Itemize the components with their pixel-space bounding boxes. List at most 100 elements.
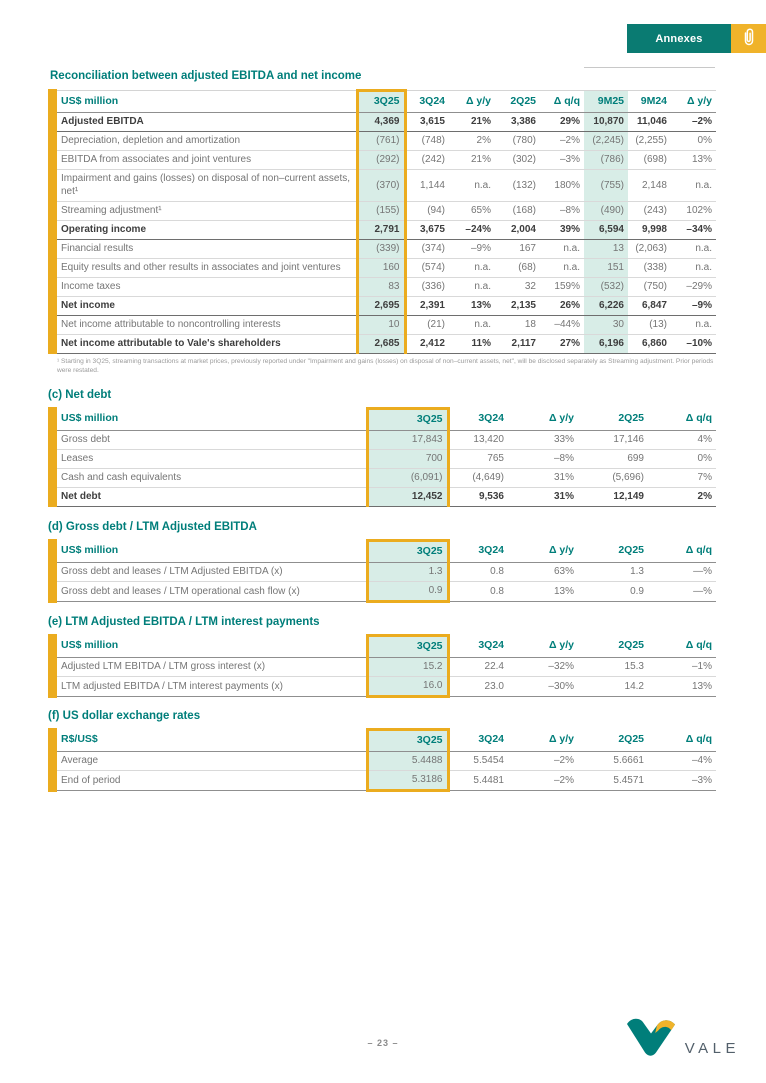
row-label: Cash and cash equivalents bbox=[57, 468, 367, 488]
cell-value: 39% bbox=[540, 219, 584, 240]
cell-value: 15.2 bbox=[365, 657, 450, 677]
cell-value: (755) bbox=[584, 169, 628, 202]
header-row: R$/US$ 3Q25 3Q24 Δ y/y 2Q25 Δ q/q bbox=[57, 728, 716, 752]
row-label: LTM adjusted EBITDA / LTM interest payme… bbox=[57, 676, 367, 697]
cell-value: 2,004 bbox=[495, 219, 540, 240]
cell-value: 11% bbox=[449, 333, 495, 354]
cell-value: 23.0 bbox=[448, 676, 508, 697]
table-row: EBITDA from associates and joint venture… bbox=[57, 150, 716, 170]
unit-header: US$ million bbox=[57, 408, 367, 431]
cell-value: 26% bbox=[540, 295, 584, 316]
row-label: Operating income bbox=[57, 219, 357, 240]
table-row: Gross debt 17,843 13,420 33% 17,146 4% bbox=[57, 430, 716, 450]
column-header: Δ y/y bbox=[508, 729, 578, 752]
row-label: Leases bbox=[57, 449, 367, 469]
header-row: US$ million 3Q25 3Q24 Δ y/y 2Q25 Δ q/q bbox=[57, 407, 716, 431]
cell-value: –24% bbox=[449, 219, 495, 240]
column-header: 2Q25 bbox=[578, 408, 648, 431]
cell-value: (94) bbox=[405, 201, 449, 221]
column-header: Δ q/q bbox=[540, 90, 584, 113]
header-row: US$ million 3Q25 3Q24 Δ y/y 2Q25 Δ q/q 9M25 9M2… bbox=[57, 89, 716, 113]
cell-value: –9% bbox=[449, 239, 495, 259]
cell-value: 0.9 bbox=[578, 581, 648, 602]
cell-value: 6,847 bbox=[628, 295, 671, 316]
cell-value: 14.2 bbox=[578, 676, 648, 697]
reconciliation-table: US$ million 3Q25 3Q24 Δ y/y 2Q25 Δ q/q 9M25 9M2… bbox=[48, 67, 716, 354]
cell-value: 6,594 bbox=[584, 219, 628, 240]
cell-value: (4,649) bbox=[448, 468, 508, 488]
ltm-interest-table: US$ million 3Q25 3Q24 Δ y/y 2Q25 Δ q/q Adjuste… bbox=[48, 634, 716, 698]
cell-value: –29% bbox=[671, 277, 716, 297]
cell-value: 3,675 bbox=[405, 219, 449, 240]
column-header: 2Q25 bbox=[578, 729, 648, 752]
column-header: Δ q/q bbox=[648, 408, 716, 431]
cell-value: 6,196 bbox=[584, 333, 628, 354]
cell-value: (6,091) bbox=[365, 468, 450, 488]
paperclip-icon bbox=[742, 27, 756, 51]
header-row: US$ million 3Q25 3Q24 Δ y/y 2Q25 Δ q/q bbox=[57, 634, 716, 658]
cell-value: 13% bbox=[671, 150, 716, 170]
cell-value: 102% bbox=[671, 201, 716, 221]
cell-value: –9% bbox=[671, 295, 716, 316]
cell-value: (5,696) bbox=[578, 468, 648, 488]
vale-logo-icon bbox=[625, 1016, 677, 1062]
table-row: Financial results (339) (374) –9% 167 n.a. 13(… bbox=[57, 239, 716, 259]
column-header: Δ y/y bbox=[671, 90, 716, 113]
cell-value: –10% bbox=[671, 333, 716, 354]
data-table: US$ million 3Q25 3Q24 Δ y/y 2Q25 Δ q/q Gross d… bbox=[57, 539, 716, 603]
cell-value: 29% bbox=[540, 111, 584, 132]
cell-value: –2% bbox=[508, 770, 578, 791]
row-label: Gross debt and leases / LTM Adjusted EBI… bbox=[57, 562, 367, 582]
cell-value: 2,695 bbox=[355, 295, 407, 316]
cell-value: 13% bbox=[508, 581, 578, 602]
section-heading-fx-rates: (f) US dollar exchange rates bbox=[48, 710, 201, 722]
cell-value: (339) bbox=[355, 239, 407, 259]
table-row: End of period 5.3186 5.4481 –2% 5.4571 –3% bbox=[57, 770, 716, 792]
cell-value: 2,117 bbox=[495, 333, 540, 354]
row-label: Equity results and other results in asso… bbox=[57, 258, 357, 278]
unit-header: US$ million bbox=[57, 540, 367, 563]
table-footnote: ¹ Starting in 3Q25, streaming transactio… bbox=[57, 358, 714, 374]
cell-value: 12,149 bbox=[578, 486, 648, 507]
cell-value: 6,860 bbox=[628, 333, 671, 354]
cell-value: 27% bbox=[540, 333, 584, 354]
cell-value: 3,386 bbox=[495, 111, 540, 132]
cell-value: (13) bbox=[628, 315, 671, 335]
cell-value: (2,255) bbox=[628, 131, 671, 151]
cell-value: 0.8 bbox=[448, 581, 508, 602]
page-title: Reconciliation between adjusted EBITDA a… bbox=[50, 70, 362, 82]
cell-value: (302) bbox=[495, 150, 540, 170]
table-row: Net debt 12,452 9,536 31% 12,149 2% bbox=[57, 486, 716, 507]
row-label: Net income attributable to noncontrollin… bbox=[57, 315, 357, 335]
row-label: Adjusted EBITDA bbox=[57, 111, 357, 132]
table-row: Operating income 2,791 3,675 –24% 2,004 39% 6,… bbox=[57, 219, 716, 240]
cell-value: 765 bbox=[448, 449, 508, 469]
table-row: Adjusted LTM EBITDA / LTM gross interest… bbox=[57, 657, 716, 677]
cell-value: 13% bbox=[648, 676, 716, 697]
cell-value: –30% bbox=[508, 676, 578, 697]
cell-value: 16.0 bbox=[365, 676, 450, 698]
column-header: 3Q25 bbox=[355, 89, 407, 113]
annexes-button[interactable]: Annexes bbox=[627, 24, 731, 53]
row-label: Streaming adjustment¹ bbox=[57, 201, 357, 221]
cell-value: 0.9 bbox=[365, 581, 450, 603]
cell-value: 65% bbox=[449, 201, 495, 221]
row-label: Depreciation, depletion and amortization bbox=[57, 131, 357, 151]
cell-value: (21) bbox=[405, 315, 449, 335]
cell-value: 31% bbox=[508, 468, 578, 488]
cell-value: 2% bbox=[449, 131, 495, 151]
cell-value: –34% bbox=[671, 219, 716, 240]
unit-header: US$ million bbox=[57, 90, 357, 113]
table-row: Gross debt and leases / LTM operational … bbox=[57, 581, 716, 603]
cell-value: 7% bbox=[648, 468, 716, 488]
paperclip-button[interactable] bbox=[731, 24, 766, 53]
cell-value: 151 bbox=[584, 258, 628, 278]
section-heading-ltm-interest: (e) LTM Adjusted EBITDA / LTM interest p… bbox=[48, 616, 320, 628]
cell-value: 2,148 bbox=[628, 169, 671, 202]
cell-value: 0% bbox=[671, 131, 716, 151]
cell-value: 2,412 bbox=[405, 333, 449, 354]
cell-value: 0% bbox=[648, 449, 716, 469]
cell-value: 5.5454 bbox=[448, 751, 508, 771]
data-table: US$ million 3Q25 3Q24 Δ y/y 2Q25 Δ q/q Adjuste… bbox=[57, 634, 716, 698]
